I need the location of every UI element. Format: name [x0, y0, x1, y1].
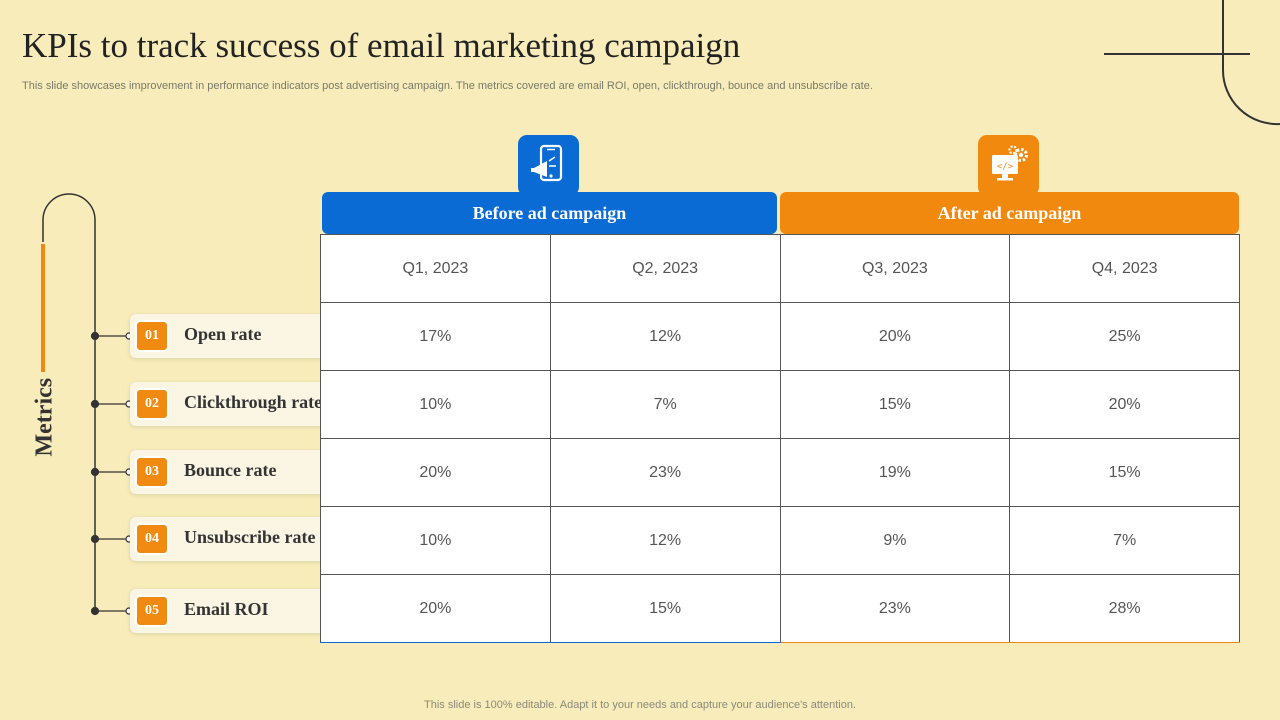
metric-label: Open rate — [184, 324, 262, 344]
metric-label: Unsubscribe rate — [184, 527, 316, 547]
page-title: KPIs to track success of email marketing… — [22, 26, 741, 65]
table-cell: 12% — [549, 302, 781, 371]
table-cell: 25% — [1009, 302, 1240, 371]
table-header-row: Q1, 2023 Q2, 2023 Q3, 2023 Q4, 2023 — [320, 234, 1240, 303]
table-row: 10% 7% 15% 20% — [320, 370, 1240, 439]
table-cell: 17% — [320, 302, 551, 371]
metric-number-badge: 03 — [135, 456, 169, 488]
table-row: 17% 12% 20% 25% — [320, 302, 1240, 371]
table-cell: 9% — [779, 506, 1011, 575]
metric-number-badge: 01 — [135, 320, 169, 352]
table-cell: 7% — [549, 370, 781, 439]
table-cell: 7% — [1009, 506, 1240, 575]
metric-label: Bounce rate — [184, 460, 277, 480]
before-campaign-header: Before ad campaign — [322, 192, 777, 234]
table-cell: 10% — [320, 370, 551, 439]
table-cell: 20% — [1009, 370, 1240, 439]
metric-number-badge: 05 — [135, 595, 169, 627]
table-cell: 12% — [549, 506, 781, 575]
metric-number-badge: 02 — [135, 388, 169, 420]
footer-note: This slide is 100% editable. Adapt it to… — [424, 699, 856, 711]
table-cell: 10% — [320, 506, 551, 575]
quarter-header: Q1, 2023 — [320, 234, 551, 303]
table-cell: 20% — [320, 574, 551, 643]
table-cell: 15% — [1009, 438, 1240, 507]
table-cell: 20% — [779, 302, 1011, 371]
table-cell: 20% — [320, 438, 551, 507]
monitor-gear-icon: </> — [978, 135, 1039, 196]
table-cell: 23% — [779, 574, 1011, 643]
table-row: 20% 23% 19% 15% — [320, 438, 1240, 507]
metric-label: Email ROI — [184, 599, 269, 619]
metric-number-badge: 04 — [135, 523, 169, 555]
mobile-megaphone-icon — [518, 135, 579, 196]
table-cell: 15% — [779, 370, 1011, 439]
table-row: 20% 15% 23% 28% — [320, 574, 1240, 643]
quarter-header: Q2, 2023 — [549, 234, 781, 303]
page-subtitle: This slide showcases improvement in perf… — [22, 80, 873, 92]
table-row: 10% 12% 9% 7% — [320, 506, 1240, 575]
table-cell: 15% — [549, 574, 781, 643]
metrics-side-label: Metrics — [31, 377, 58, 457]
quarter-header: Q4, 2023 — [1009, 234, 1240, 303]
after-campaign-header: After ad campaign — [780, 192, 1239, 234]
table-cell: 28% — [1009, 574, 1240, 643]
svg-text:</>: </> — [997, 162, 1014, 172]
table-cell: 19% — [779, 438, 1011, 507]
kpi-table: Q1, 2023 Q2, 2023 Q3, 2023 Q4, 2023 17% … — [320, 234, 1240, 643]
metric-label: Clickthrough rate — [184, 392, 323, 412]
quarter-header: Q3, 2023 — [779, 234, 1011, 303]
table-cell: 23% — [549, 438, 781, 507]
